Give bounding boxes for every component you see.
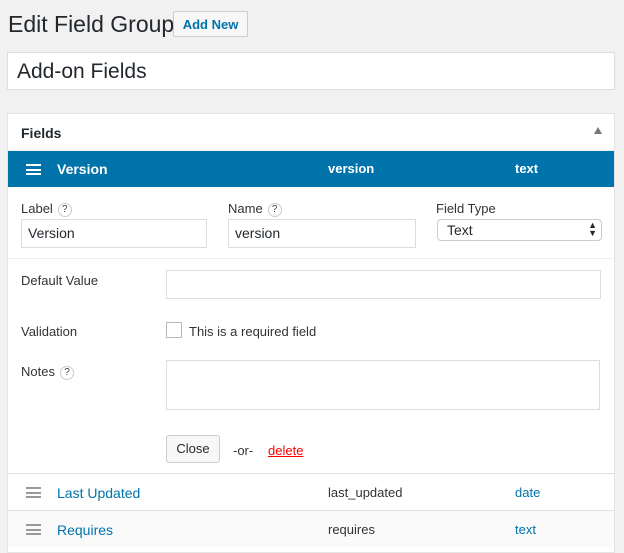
field-row[interactable]: Last Updated last_updated date [8,473,614,510]
field-type: text [515,161,539,176]
default-value-label: Default Value [21,273,99,288]
drag-handle-icon[interactable] [26,487,41,498]
notes-label: Notes [21,364,55,379]
drag-handle-icon[interactable] [26,524,41,535]
field-label: Version [57,161,108,177]
field-type: date [515,485,541,500]
delete-link[interactable]: delete [268,443,304,458]
help-icon[interactable]: ? [267,202,282,217]
default-value-input[interactable] [166,270,601,299]
notes-label-wrap: Notes? [21,364,74,380]
help-icon[interactable]: ? [59,365,74,380]
field-name: last_updated [328,485,403,500]
name-input[interactable]: version [228,219,416,248]
add-new-button[interactable]: Add New [173,11,248,37]
help-icon[interactable]: ? [57,202,72,217]
label-text: Label [21,201,53,216]
close-button[interactable]: Close [166,435,220,463]
field-type: text [515,522,536,537]
select-arrows-icon: ▲ ▼ [588,220,597,238]
label-input[interactable]: Version [21,219,207,248]
collapse-arrow-icon[interactable] [594,127,602,134]
panel-header[interactable]: Fields [8,114,614,151]
required-text: This is a required field [189,324,317,339]
active-field-row[interactable]: Version version text [8,151,614,187]
field-type-select[interactable]: Text ▲ ▼ [437,219,602,241]
name-text: Name [228,201,263,216]
notes-textarea[interactable] [166,360,600,410]
field-name: requires [328,522,375,537]
name-label: Name? [228,201,282,217]
field-label-link[interactable]: Last Updated [57,485,141,501]
page-title: Edit Field Group [8,11,175,37]
field-type-value: Text [447,222,473,238]
group-title-input[interactable]: Add-on Fields [7,52,615,90]
label-label: Label? [21,201,72,217]
field-type-label: Field Type [436,201,496,216]
validation-label: Validation [21,324,78,339]
field-row[interactable]: Requires requires text [8,510,614,547]
divider [8,258,614,259]
fields-panel: Fields Version version text Label? Versi… [7,113,615,553]
drag-handle-icon[interactable] [26,164,41,175]
field-name: version [328,161,375,176]
field-label-link[interactable]: Requires [57,522,114,538]
required-checkbox[interactable] [166,322,182,338]
or-text: -or- [233,443,254,458]
panel-title: Fields [21,125,62,141]
